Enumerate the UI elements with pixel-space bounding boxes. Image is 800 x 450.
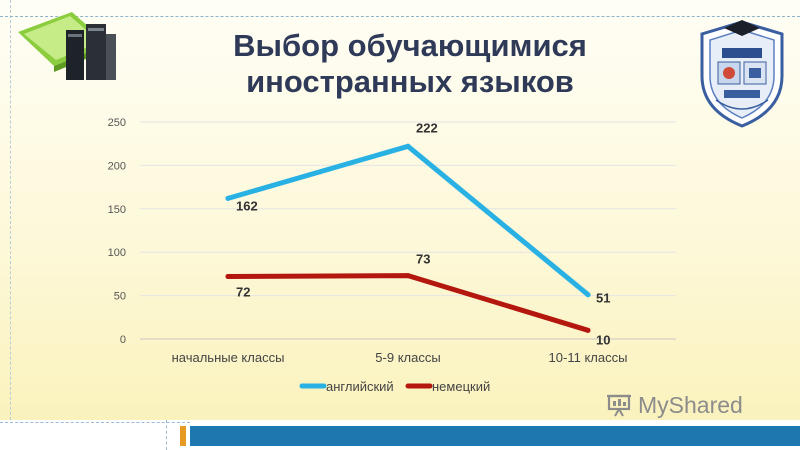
watermark-text: MyShared	[638, 391, 743, 418]
data-point	[225, 274, 231, 280]
watermark: MyShared	[606, 390, 743, 420]
data-point	[585, 292, 591, 298]
data-label: 72	[236, 285, 250, 300]
legend-label: немецкий	[432, 379, 490, 394]
x-tick-label: 10-11 классы	[549, 350, 628, 365]
y-tick-label: 150	[108, 204, 126, 216]
series-line-german	[225, 273, 591, 333]
data-label: 222	[416, 120, 438, 135]
y-tick-label: 250	[108, 117, 126, 129]
myshared-logo-icon	[607, 394, 631, 417]
books-icon	[18, 12, 116, 80]
school-emblem-icon	[700, 20, 784, 128]
slide-title: Выбор обучающимися иностранных языков	[200, 28, 620, 100]
y-tick-label: 0	[120, 334, 126, 346]
x-tick-label: 5-9 классы	[375, 350, 440, 365]
data-label: 51	[596, 291, 610, 306]
data-point	[585, 327, 591, 333]
title-line-2: иностранных языков	[246, 64, 574, 99]
y-tick-label: 200	[108, 160, 126, 172]
data-point	[225, 195, 231, 201]
data-label: 162	[236, 198, 258, 213]
left-guide-line	[10, 0, 11, 450]
legend-label: английский	[326, 379, 394, 394]
footer-dash-line	[0, 422, 190, 423]
footer-bar	[190, 426, 800, 446]
y-tick-label: 100	[108, 247, 126, 259]
data-label: 73	[416, 252, 430, 267]
data-label: 10	[596, 332, 610, 347]
data-point	[405, 273, 411, 279]
x-tick-label: начальные классы	[172, 350, 285, 365]
y-tick-label: 50	[114, 291, 126, 303]
top-guide-line	[0, 16, 800, 17]
footer-dash-vertical	[166, 420, 167, 450]
series-line-english	[225, 143, 591, 298]
data-point	[405, 143, 411, 149]
title-line-1: Выбор обучающимися	[233, 28, 587, 63]
footer-accent	[180, 426, 186, 446]
